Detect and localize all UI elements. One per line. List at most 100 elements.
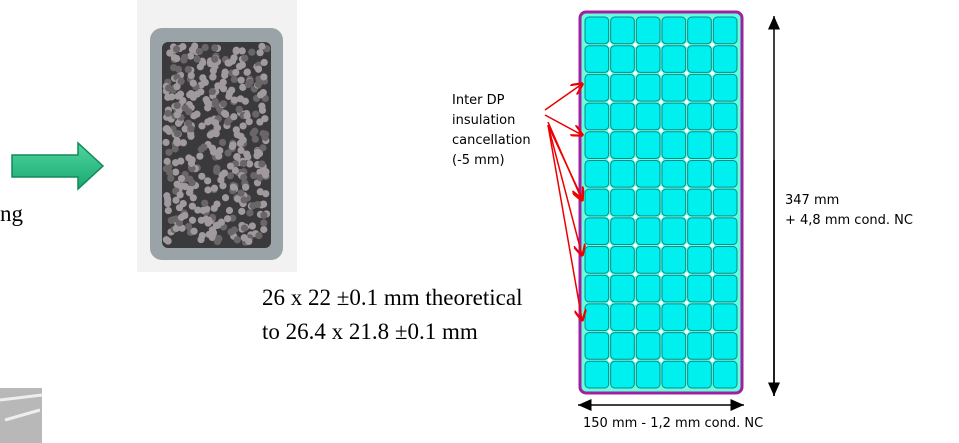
strand (176, 90, 185, 98)
strand (193, 55, 201, 63)
strand (189, 194, 197, 202)
cell (610, 246, 635, 274)
corner-dot (659, 214, 663, 219)
cell (584, 360, 610, 389)
corner-dot (607, 42, 612, 47)
strand (245, 118, 253, 126)
cell (661, 217, 687, 246)
corner-dot (607, 128, 612, 133)
strand (260, 58, 268, 67)
strand (206, 131, 214, 139)
corner-dot (684, 329, 689, 334)
cell (610, 159, 635, 188)
corner-dot (710, 300, 715, 305)
strand (238, 47, 246, 55)
cell (584, 159, 610, 188)
strand (162, 125, 170, 133)
strand (164, 237, 172, 245)
cell (635, 102, 661, 131)
cell (584, 16, 610, 45)
strand (199, 206, 207, 214)
strand (248, 48, 256, 56)
cell (584, 45, 610, 73)
strand (201, 43, 209, 52)
strand (258, 42, 266, 50)
strand (219, 138, 227, 147)
cell (584, 246, 610, 274)
strand (241, 97, 249, 105)
strand (174, 139, 182, 147)
cell (610, 16, 635, 45)
strand (210, 184, 219, 192)
corner-dot (659, 157, 663, 162)
strand (230, 75, 238, 83)
strand (178, 224, 186, 232)
strand (260, 225, 268, 234)
strand (209, 73, 217, 81)
corner-dot (684, 128, 689, 133)
strand (188, 165, 196, 173)
strand (221, 194, 230, 202)
cell (712, 73, 738, 102)
strand (188, 46, 197, 54)
strand (232, 68, 240, 77)
strand (184, 65, 192, 74)
strand (188, 202, 196, 210)
corner-dot (684, 157, 689, 162)
cell (635, 188, 661, 217)
corner-dot (710, 329, 715, 334)
cell (661, 246, 687, 274)
strand (240, 224, 249, 232)
strand (256, 168, 264, 176)
strand (239, 159, 248, 168)
corner-dot (633, 157, 638, 162)
cell (712, 16, 738, 45)
cell (712, 303, 738, 332)
cell (661, 45, 687, 73)
strand (185, 108, 193, 116)
strand (194, 206, 202, 214)
corner-dot (710, 272, 715, 277)
strand (184, 119, 193, 127)
strand (198, 122, 206, 130)
cell (584, 102, 610, 131)
strand (188, 156, 196, 164)
cell (610, 45, 635, 73)
corner-dot (607, 300, 612, 305)
cell (687, 159, 712, 188)
strand (229, 183, 238, 191)
corner-dot (684, 358, 689, 363)
strand (256, 49, 264, 57)
strand (243, 150, 251, 158)
strand (177, 213, 186, 221)
strand (226, 172, 234, 180)
corner-dot (659, 128, 663, 133)
strand (179, 139, 187, 147)
corner-dot (659, 100, 663, 105)
cell (712, 131, 738, 159)
note-line: insulation (452, 113, 515, 128)
cell (687, 217, 712, 246)
corner-dot (684, 42, 689, 47)
corner-dot (659, 42, 663, 47)
corner-dot (684, 272, 689, 277)
corner-dot (659, 358, 663, 363)
strand (187, 71, 195, 80)
cell (712, 217, 738, 246)
cell (584, 73, 610, 102)
strand (232, 126, 240, 134)
strand (197, 81, 205, 89)
cell (610, 274, 635, 303)
strand (246, 160, 254, 168)
cell (610, 303, 635, 332)
strand (260, 219, 268, 227)
strand (217, 176, 225, 184)
corner-dot (710, 186, 715, 191)
strand (211, 119, 220, 127)
strand (177, 157, 185, 165)
strand (262, 190, 270, 198)
cell (661, 73, 687, 102)
cell (610, 332, 635, 360)
strand (201, 199, 209, 207)
corner-dot (659, 300, 663, 305)
